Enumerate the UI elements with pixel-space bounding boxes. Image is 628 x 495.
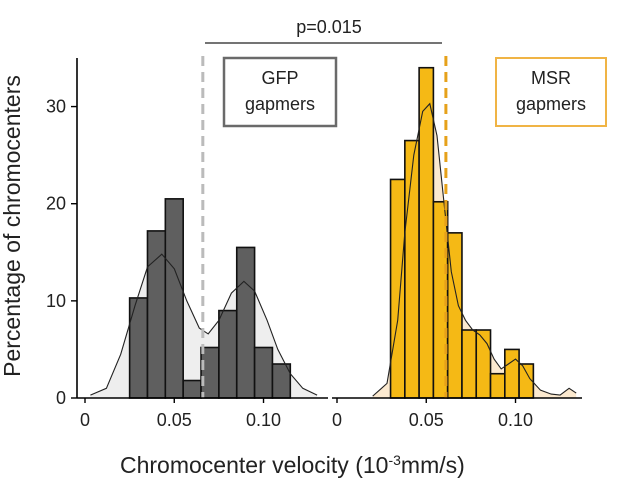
x-tick-label: 0 — [332, 410, 342, 430]
x-tick-label: 0.05 — [157, 410, 192, 430]
histogram-bar — [475, 329, 492, 399]
x-tick-label: 0 — [80, 410, 90, 430]
x-tick-label: 0.05 — [409, 410, 444, 430]
x-tick-label: 0.10 — [498, 410, 533, 430]
y-tick-label: 20 — [46, 194, 66, 214]
histogram-bar — [461, 329, 478, 399]
legend-msr-line2: gapmers — [516, 94, 586, 114]
y-tick-label: 30 — [46, 97, 66, 117]
y-axis-label: Percentage of chromocenters — [0, 75, 25, 377]
density-curve — [372, 102, 577, 397]
histogram-bar — [218, 309, 238, 399]
legend-msr: MSR gapmers — [495, 57, 607, 127]
legend-gfp: GFP gapmers — [222, 56, 338, 128]
density-curve — [90, 253, 318, 396]
legend-msr-line1: MSR — [531, 68, 571, 88]
y-tick-label: 10 — [46, 291, 66, 311]
x-axis-label: Chromocenter velocity (10-3mm/s) — [120, 452, 465, 478]
p-value-label: p=0.015 — [296, 17, 362, 37]
histogram-bar — [518, 363, 535, 399]
panel-gfp: 0 0.05 0.10 — [77, 56, 328, 430]
legend-gfp-line1: GFP — [261, 68, 298, 88]
histogram-bar — [200, 346, 220, 399]
histogram-bar — [253, 346, 274, 399]
histogram-bar — [389, 178, 406, 399]
histogram-bar — [404, 139, 420, 399]
histogram-bar — [182, 379, 202, 399]
panel-msr: 0 0.05 0.10 — [332, 56, 582, 430]
x-tick-label: 0.10 — [246, 410, 281, 430]
histogram-bar — [164, 198, 184, 399]
histogram-bar — [489, 372, 506, 399]
histogram-bar — [235, 246, 256, 399]
histogram-bar — [504, 348, 520, 399]
legend-gfp-line2: gapmers — [245, 94, 315, 114]
y-tick-label: 0 — [56, 388, 66, 408]
y-axis: 0 10 20 30 — [46, 58, 78, 408]
